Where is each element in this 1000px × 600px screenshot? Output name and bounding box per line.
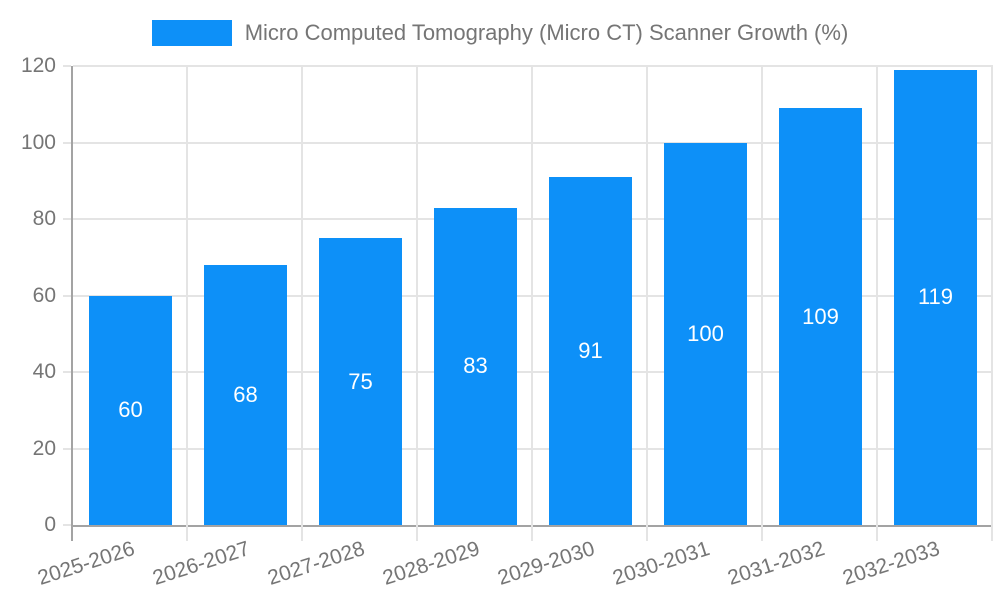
gridline-x-2 bbox=[301, 66, 303, 525]
legend[interactable]: Micro Computed Tomography (Micro CT) Sca… bbox=[0, 14, 1000, 52]
y-axis-label: 120 bbox=[20, 54, 56, 77]
y-tick-100 bbox=[63, 141, 71, 144]
x-axis-label: 2031-2032 bbox=[724, 537, 828, 590]
gridline-x-1 bbox=[186, 66, 188, 525]
x-tick-5 bbox=[646, 525, 648, 541]
x-tick-3 bbox=[416, 525, 418, 541]
bar-value-label: 109 bbox=[802, 303, 839, 329]
x-axis-label: 2029-2030 bbox=[494, 537, 598, 590]
gridline-x-3 bbox=[416, 66, 418, 525]
y-axis-label: 0 bbox=[44, 513, 56, 536]
bar-value-label: 83 bbox=[463, 353, 488, 379]
bar-2032-2033 bbox=[894, 69, 977, 525]
plot-area: 60 68 75 83 91 100 109 119 bbox=[63, 65, 993, 541]
gridline-y-20 bbox=[73, 447, 993, 450]
y-tick-120 bbox=[63, 65, 71, 67]
x-tick-2 bbox=[301, 525, 303, 541]
bar-2027-2028 bbox=[319, 238, 402, 525]
x-tick-8 bbox=[991, 525, 993, 541]
bar-2031-2032 bbox=[779, 108, 862, 525]
x-tick-1 bbox=[186, 525, 188, 541]
legend-label: Micro Computed Tomography (Micro CT) Sca… bbox=[244, 20, 849, 45]
x-axis-label: 2032-2033 bbox=[839, 537, 943, 590]
gridline-x-4 bbox=[531, 66, 533, 525]
x-axis-label: 2028-2029 bbox=[379, 537, 483, 590]
gridline-x-8 bbox=[991, 66, 993, 525]
y-axis-label: 100 bbox=[20, 130, 56, 154]
bar-value-label: 68 bbox=[233, 381, 258, 407]
y-axis-line bbox=[71, 66, 73, 525]
gridline-y-40 bbox=[73, 371, 993, 373]
y-tick-60 bbox=[63, 294, 71, 297]
gridline-y-80 bbox=[73, 218, 993, 220]
gridline-y-60 bbox=[73, 294, 993, 297]
y-tick-40 bbox=[63, 371, 71, 373]
bar-value-label: 119 bbox=[917, 284, 954, 310]
bar-value-label: 75 bbox=[348, 368, 373, 394]
x-tick-7 bbox=[876, 525, 878, 541]
x-axis-label: 2027-2028 bbox=[264, 537, 368, 590]
bar-2025-2026 bbox=[89, 295, 172, 525]
y-tick-80 bbox=[63, 218, 71, 220]
x-tick-6 bbox=[761, 525, 763, 541]
bar-2026-2027 bbox=[204, 264, 287, 525]
bar-value-label: 60 bbox=[118, 397, 143, 423]
y-tick-0 bbox=[63, 524, 71, 526]
bar-2030-2031 bbox=[664, 142, 747, 525]
y-axis-label: 20 bbox=[32, 436, 56, 460]
bar-2029-2030 bbox=[549, 176, 632, 525]
x-tick-0 bbox=[71, 525, 73, 541]
bar-value-label: 91 bbox=[578, 337, 603, 363]
gridline-x-5 bbox=[646, 66, 648, 525]
legend-swatch bbox=[151, 20, 232, 46]
y-axis-label: 40 bbox=[32, 360, 56, 383]
x-axis-label: 2026-2027 bbox=[149, 537, 253, 590]
y-axis-label: 80 bbox=[32, 207, 56, 230]
gridline-x-6 bbox=[761, 66, 763, 525]
gridline-x-7 bbox=[876, 66, 878, 525]
bar-2028-2029 bbox=[434, 207, 517, 525]
gridline-y-120 bbox=[73, 65, 993, 67]
gridline-y-100 bbox=[73, 141, 993, 144]
x-axis-label: 2025-2026 bbox=[34, 537, 138, 590]
y-tick-20 bbox=[63, 447, 71, 450]
x-axis-label: 2030-2031 bbox=[609, 537, 713, 590]
y-axis-label: 60 bbox=[32, 283, 56, 307]
x-tick-4 bbox=[531, 525, 533, 541]
bar-value-label: 100 bbox=[687, 320, 724, 346]
